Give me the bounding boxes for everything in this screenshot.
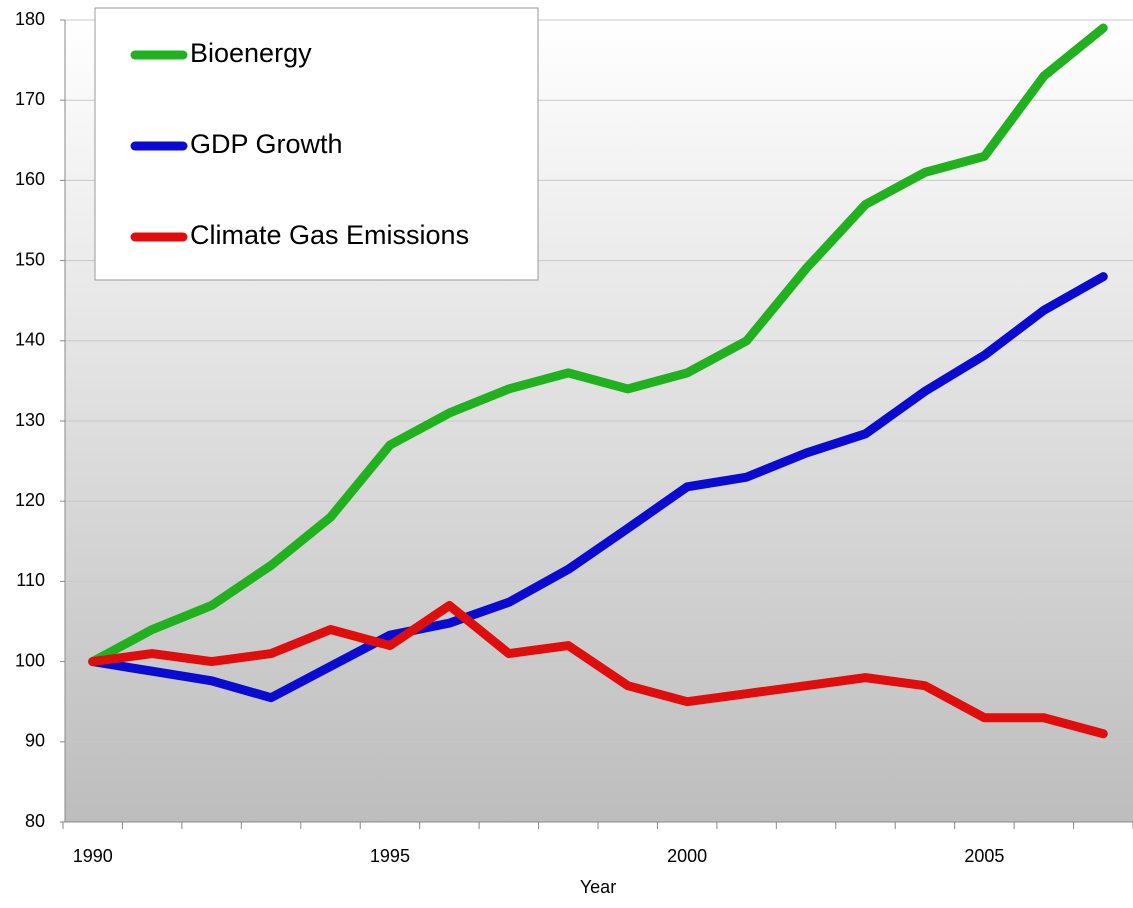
series-line: [88, 600, 1108, 739]
y-tick-label: 160: [15, 169, 45, 189]
y-tick-label: 110: [16, 570, 45, 590]
y-tick-label: 80: [25, 811, 45, 831]
y-tick-label: 130: [15, 410, 45, 430]
x-axis-title: Year: [580, 877, 616, 897]
x-tick-label: 2000: [667, 846, 707, 866]
y-tick-label: 120: [15, 490, 45, 510]
y-tick-label: 180: [15, 9, 45, 29]
y-tick-label: 140: [15, 330, 45, 350]
x-tick-label: 1990: [73, 846, 113, 866]
x-tick-label: 1995: [370, 846, 410, 866]
legend-label: Climate Gas Emissions: [190, 220, 469, 250]
series-line: [88, 272, 1108, 703]
legend-label: GDP Growth: [190, 129, 343, 159]
y-tick-label: 100: [15, 650, 45, 670]
legend-label: Bioenergy: [190, 38, 312, 68]
y-tick-label: 150: [15, 249, 45, 269]
x-tick-label: 2005: [964, 846, 1004, 866]
y-tick-label: 170: [15, 89, 45, 109]
series-line: [88, 23, 1108, 667]
y-tick-label: 90: [25, 731, 45, 751]
